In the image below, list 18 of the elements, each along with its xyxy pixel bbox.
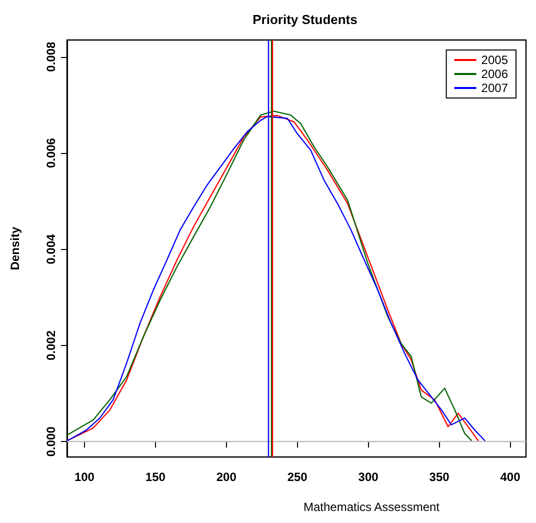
y-tick-label: 0.008 (44, 41, 58, 72)
legend-label: 2005 (481, 53, 508, 67)
x-tick-label: 350 (429, 470, 450, 484)
y-axis-title: Density (8, 226, 22, 270)
chart-title: Priority Students (252, 12, 358, 27)
x-tick-label: 400 (500, 470, 521, 484)
legend-label: 2007 (481, 81, 508, 95)
legend-label: 2006 (481, 67, 508, 81)
y-tick-label: 0.004 (44, 234, 58, 264)
x-tick-label: 150 (145, 470, 166, 484)
y-tick-label: 0.006 (44, 138, 58, 168)
x-axis-title: Mathematics Assessment (303, 500, 440, 514)
y-tick-label: 0.002 (44, 330, 58, 360)
x-tick-label: 300 (358, 470, 379, 484)
x-tick-label: 100 (74, 470, 95, 484)
x-tick-label: 250 (287, 470, 308, 484)
y-tick-label: 0.000 (44, 426, 58, 457)
x-tick-label: 200 (216, 470, 237, 484)
